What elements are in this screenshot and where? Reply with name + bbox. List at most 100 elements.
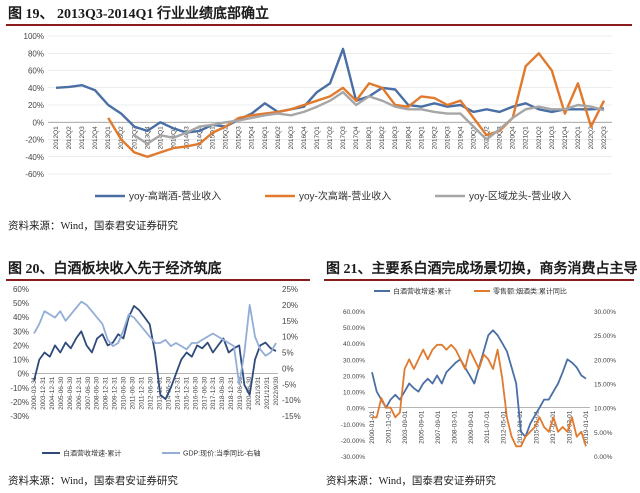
fig19-xtick: 2016Q2 xyxy=(275,126,282,150)
fig21-ytick-left: 50.00% xyxy=(343,325,365,332)
fig20-ytick-right: 15% xyxy=(282,317,298,326)
fig20-xtick: 2009-12-31 xyxy=(112,376,119,410)
fig20-series-line-2 xyxy=(33,300,277,386)
fig19-xtick: 2018Q4 xyxy=(405,126,412,150)
fig20-ytick-right: 20% xyxy=(282,301,298,310)
fig21-ytick-left: 40.00% xyxy=(343,341,365,348)
fig21-xtick: 2018-03-01 xyxy=(567,410,574,444)
fig20-xtick: 2005-06-30 xyxy=(58,376,65,410)
fig19-xtick: 2016Q3 xyxy=(288,126,295,150)
fig19-xtick: 2013Q2 xyxy=(118,126,125,150)
fig21-xtick: 2003-09-01 xyxy=(402,410,409,444)
fig21-ytick-left: 20.00% xyxy=(343,373,365,380)
fig21-ytick-right: 5.00% xyxy=(594,430,613,437)
fig21-ytick-left: -10.00% xyxy=(341,422,365,429)
fig21-ytick-right: 10.00% xyxy=(594,406,616,413)
fig19-xtick: 2012Q2 xyxy=(66,126,73,150)
fig19-xtick: 2022Q1 xyxy=(575,126,582,150)
fig19-xtick: 2021Q1 xyxy=(523,126,530,150)
fig19-xtick: 2015Q4 xyxy=(249,126,256,150)
fig21-ytick-left: 10.00% xyxy=(343,390,365,397)
fig19-xtick: 2015Q1 xyxy=(210,126,217,150)
fig21-legend-label: 白酒营收增速-累计 xyxy=(393,287,451,296)
fig19-xtick: 2018Q3 xyxy=(392,126,399,150)
fig21-xtick: 2007-09-01 xyxy=(435,410,442,444)
fig21-xtick: 2019-01-01 xyxy=(583,410,590,444)
fig19-xtick: 2017Q2 xyxy=(327,126,334,150)
fig21-source: 资料来源：Wind，国泰君安证券研究 xyxy=(326,476,496,487)
fig20-xtick: 2006-12-31 xyxy=(76,376,83,410)
fig21-ytick-left: 60.00% xyxy=(343,309,365,316)
fig21-xtick: 2015-01-01 xyxy=(534,410,541,444)
fig20-ytick-left: -30% xyxy=(10,412,29,421)
fig20-xtick: 2011-12-31 xyxy=(139,376,146,409)
fig20-ytick-right: 25% xyxy=(282,285,298,294)
fig21-xtick: 2000-01-01 xyxy=(369,410,376,444)
fig20-ytick-right: 0% xyxy=(282,364,294,373)
fig20-xtick: 2008-12-31 xyxy=(103,376,110,410)
fig19-xtick: 2020Q1 xyxy=(471,126,478,150)
fig20-ytick-right: 10% xyxy=(282,333,298,342)
fig19-xtick: 2018Q1 xyxy=(366,126,373,150)
fig19-ytick: 20% xyxy=(28,101,44,110)
fig21-chart: 60.00% 50.00% 40.00% 30.00% 20.00% 10.00% 0.00… xyxy=(341,287,616,462)
fig20-ytick-right: -5% xyxy=(282,380,296,389)
fig21-xtick: 2011-07-01 xyxy=(484,410,491,443)
fig21-xtick: 2009-09-01 xyxy=(468,410,475,444)
fig20-xtick: 2022/9/30 xyxy=(273,376,280,405)
fig19-ytick: -40% xyxy=(25,153,44,162)
fig20-ytick-right: 5% xyxy=(282,349,294,358)
fig19-xtick: 2012Q3 xyxy=(79,126,86,150)
fig20-xtick: 2021/3/31 xyxy=(255,376,262,405)
fig21-title-rule xyxy=(324,279,634,281)
fig20-ytick-left: 60% xyxy=(13,285,29,294)
fig20-xtick: 2021/12/31 xyxy=(264,376,271,409)
fig20-ytick-left: 10% xyxy=(13,356,29,365)
fig19-ytick: 60% xyxy=(28,67,44,76)
fig21-legend-label: 零售额:烟酒类:累计同比 xyxy=(493,287,567,296)
fig19-ytick: 0% xyxy=(32,118,44,127)
fig20-xtick: 2003-12-31 xyxy=(40,376,47,410)
fig19-xtick: 2021Q3 xyxy=(549,126,556,150)
fig19-xtick: 2019Q4 xyxy=(457,126,464,150)
fig19-xtick: 2015Q2 xyxy=(223,126,230,150)
fig19-xtick: 2021Q2 xyxy=(536,126,543,150)
fig20-xtick: 2018-12-31 xyxy=(228,376,235,410)
fig19-series-line-2 xyxy=(107,52,606,158)
fig21-title: 图 21、主要系白酒完成场景切换，商务消费占主导 xyxy=(326,262,638,277)
fig19-xtick: 2022Q2 xyxy=(588,126,595,150)
fig19-ytick: 100% xyxy=(24,32,44,41)
fig20-xtick: 2011-06-30 xyxy=(130,376,137,409)
fig21-ytick-left: -30.00% xyxy=(341,454,365,461)
fig19-xtick: 2013Q4 xyxy=(144,126,151,150)
fig20-ytick-left: 30% xyxy=(13,327,29,336)
fig21-series-line-2 xyxy=(372,343,587,448)
fig19-series-line-3 xyxy=(133,90,605,145)
fig21-ytick-right: 20.00% xyxy=(594,357,616,364)
fig19-xtick: 2020Q3 xyxy=(497,126,504,150)
fig21-xtick: 2005-09-01 xyxy=(418,410,425,444)
fig19-xtick: 2019Q3 xyxy=(444,126,451,150)
fig20-ytick-left: -10% xyxy=(10,384,29,393)
fig20-ytick-right: -10% xyxy=(282,396,301,405)
fig19-ytick: -60% xyxy=(25,170,44,179)
fig21-ytick-right: 30.00% xyxy=(594,309,616,316)
fig20-xtick: 2006-06-30 xyxy=(67,376,74,410)
fig19-source: 资料来源：Wind，国泰君安证券研究 xyxy=(8,221,178,232)
fig21-xtick: 2001-11-01 xyxy=(385,410,392,443)
fig21-ytick-left: 0.00% xyxy=(347,406,366,413)
fig19-xtick: 2014Q4 xyxy=(197,126,204,150)
fig21-xtick: 2012-05-01 xyxy=(501,410,508,444)
fig20-ytick-left: -20% xyxy=(10,398,29,407)
fig20-ytick-left: 20% xyxy=(13,341,29,350)
fig19-xtick: 2012Q1 xyxy=(53,126,60,150)
fig20-xtick: 2012-06-30 xyxy=(148,376,155,410)
fig19-xtick: 2019Q1 xyxy=(418,126,425,150)
fig20-xtick: 2000-03-31 xyxy=(31,376,38,410)
fig19-xtick: 2016Q1 xyxy=(262,126,269,150)
fig20-ytick-right: -15% xyxy=(282,412,301,421)
fig20-xtick: 2019-06-30 xyxy=(237,376,244,410)
fig19-series-line-1 xyxy=(55,47,605,134)
fig19-ytick: -20% xyxy=(25,136,44,145)
fig19-xtick: 2014Q3 xyxy=(183,126,190,150)
